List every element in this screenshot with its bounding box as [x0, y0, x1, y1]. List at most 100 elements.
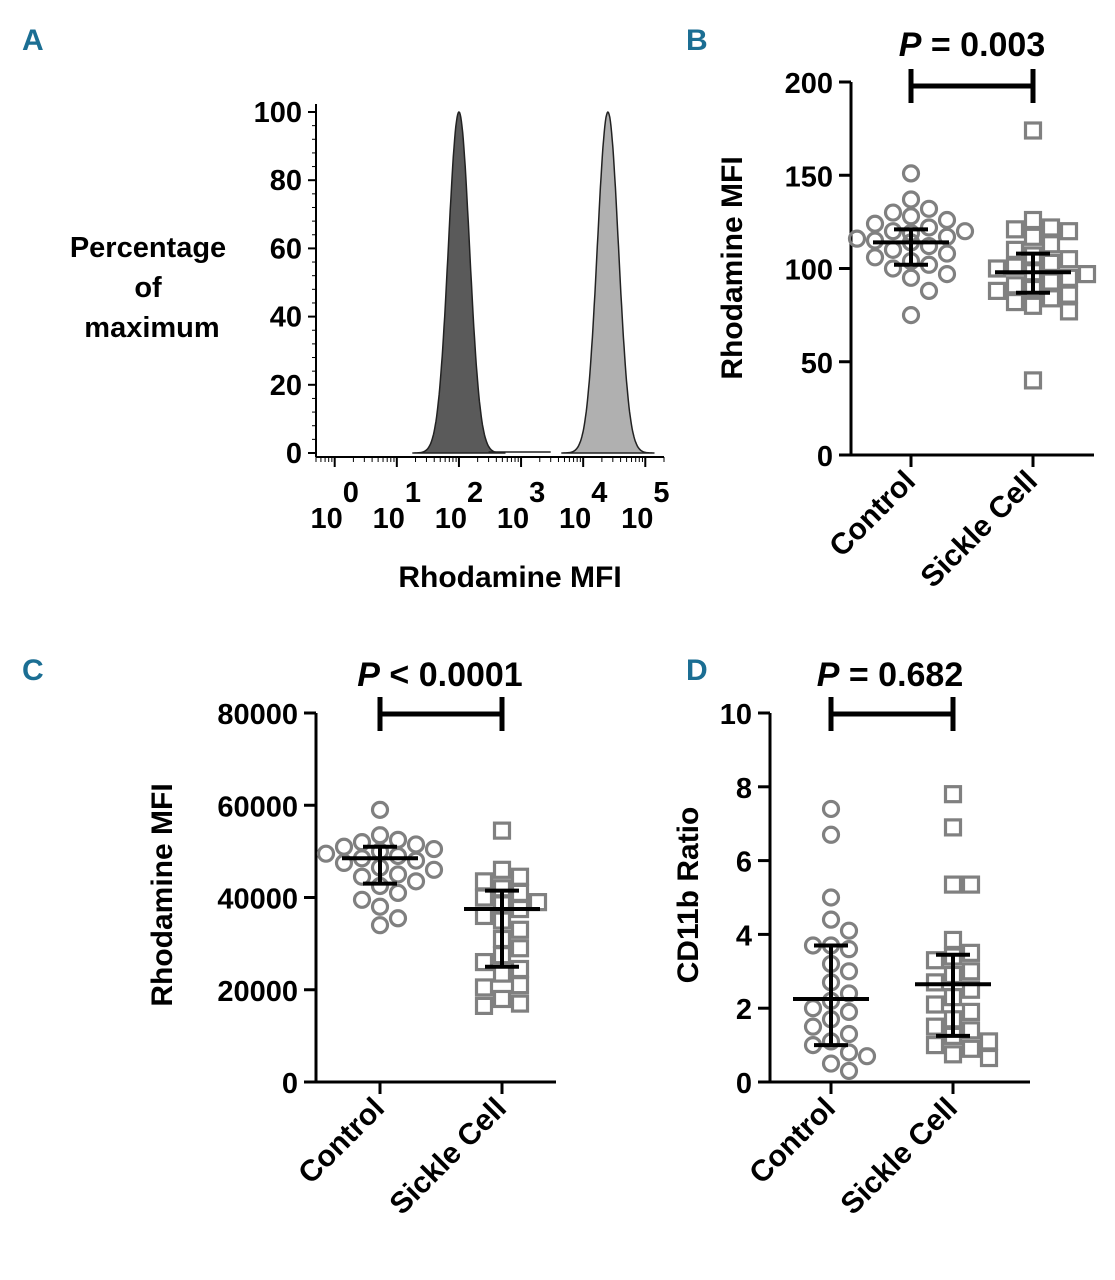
data-point-sickle-cell — [1023, 296, 1043, 315]
data-point-control — [883, 203, 903, 222]
data-point-control — [955, 222, 975, 241]
x-tick-label: Sickle Cell — [914, 465, 1043, 594]
x-tick-label: Control — [292, 1092, 391, 1191]
data-point-sickle-cell — [492, 821, 512, 840]
data-point-sickle-cell — [1023, 371, 1043, 390]
data-point-sickle-cell — [1005, 276, 1025, 295]
data-point-control — [388, 883, 408, 902]
data-point-control — [919, 199, 939, 218]
data-point-control — [334, 853, 354, 873]
data-point-control — [839, 1024, 859, 1044]
x-axis-label: Rhodamine MFI — [398, 561, 621, 594]
data-point-control — [370, 916, 390, 935]
y-tick-label: 20000 — [217, 976, 298, 1008]
data-point-sickle-cell — [979, 1032, 999, 1051]
data-point-sickle-cell — [1041, 289, 1061, 308]
data-point-sickle-cell — [961, 1039, 981, 1058]
data-point-control — [839, 1043, 859, 1062]
x-tick-label: Sickle Cell — [383, 1092, 512, 1221]
data-point-control — [937, 244, 957, 263]
y-tick-label: 20 — [270, 370, 302, 402]
data-point-sickle-cell — [961, 1002, 981, 1021]
data-point-control — [406, 835, 426, 854]
y-tick-label: 2 — [736, 994, 752, 1026]
y-tick-label: 10 — [720, 699, 752, 731]
data-point-sickle-cell — [1023, 121, 1043, 140]
data-point-control — [901, 164, 921, 183]
data-point-control — [352, 867, 372, 886]
data-point-control — [865, 248, 885, 267]
data-point-sickle-cell — [1023, 227, 1043, 246]
y-tick-label: 80000 — [217, 699, 298, 731]
data-point-control — [821, 825, 841, 844]
data-point-sickle-cell — [510, 883, 530, 902]
data-point-control — [919, 281, 939, 300]
y-axis-label: Rhodamine MFI — [146, 783, 179, 1006]
data-point-sickle-cell — [492, 860, 512, 879]
data-point-control — [388, 846, 408, 866]
data-point-control — [821, 888, 841, 907]
data-point-sickle-cell — [1059, 285, 1079, 304]
data-point-sickle-cell — [1077, 264, 1097, 284]
x-tick-label: Sickle Cell — [834, 1092, 963, 1221]
data-point-sickle-cell — [925, 995, 945, 1014]
panel-label-c: C — [22, 654, 44, 687]
data-point-control — [803, 1017, 823, 1036]
data-point-control — [839, 1002, 859, 1021]
y-tick-label: 6 — [736, 847, 752, 879]
data-point-control — [919, 237, 939, 256]
y-tick-label: 80 — [270, 165, 302, 197]
y-tick-label: 0 — [286, 438, 302, 470]
data-point-sickle-cell — [1005, 220, 1025, 239]
data-point-sickle-cell — [510, 976, 530, 995]
data-point-control — [424, 860, 444, 879]
y-tick-label: 0 — [817, 441, 833, 473]
x-tick-label: 100 — [310, 477, 358, 535]
panel-c-scatter: Rhodamine MFI P < 0.0001 0 20000 40000 6000… — [146, 656, 556, 1221]
histogram-light — [561, 110, 655, 454]
p-value-label: P = 0.682 — [817, 656, 964, 694]
data-point-sickle-cell — [1041, 235, 1061, 254]
data-point-control — [803, 999, 823, 1018]
data-point-control — [937, 210, 957, 230]
y-tick-label: 60000 — [217, 791, 298, 823]
data-point-control — [883, 240, 903, 259]
data-point-sickle-cell — [1041, 272, 1061, 291]
data-point-sickle-cell — [961, 1021, 981, 1040]
data-point-sickle-cell — [1059, 222, 1079, 241]
p-value-label: P = 0.003 — [899, 26, 1046, 64]
data-point-control — [937, 264, 957, 284]
panel-a-histogram: 0 20 40 60 80 100 100 101 102 103 104 105 Percentag… — [70, 97, 670, 594]
data-point-control — [370, 897, 390, 916]
data-point-control — [847, 229, 867, 248]
data-point-sickle-cell — [961, 875, 981, 894]
data-point-sickle-cell — [510, 920, 530, 939]
data-point-control — [352, 890, 372, 909]
x-tick-label: 105 — [621, 477, 669, 535]
data-point-sickle-cell — [510, 867, 530, 886]
data-point-control — [901, 207, 921, 226]
data-point-sickle-cell — [943, 1045, 963, 1064]
data-point-control — [901, 306, 921, 325]
data-point-sickle-cell — [1023, 210, 1043, 230]
data-point-control — [839, 962, 859, 981]
panel-label-b: B — [686, 24, 708, 57]
data-point-control — [821, 799, 841, 819]
data-point-sickle-cell — [474, 996, 494, 1015]
data-point-control — [821, 910, 841, 929]
panel-b-scatter: Rhodamine MFI P = 0.003 0 50 100 150 200 Cont… — [716, 26, 1097, 594]
x-tick-label: 104 — [559, 477, 607, 535]
data-point-control — [424, 839, 444, 859]
data-point-sickle-cell — [987, 281, 1007, 300]
data-point-control — [883, 259, 903, 278]
histogram-layer — [412, 110, 655, 454]
histogram-axes: 0 20 40 60 80 100 100 101 102 103 104 105 — [254, 97, 670, 535]
data-point-sickle-cell — [492, 989, 512, 1009]
data-point-sickle-cell — [474, 872, 494, 891]
data-point-control — [388, 909, 408, 928]
data-point-sickle-cell — [1041, 218, 1061, 237]
data-point-control — [839, 1061, 859, 1081]
data-point-sickle-cell — [961, 962, 981, 981]
y-axis-label-line-1: Percentage — [70, 232, 226, 264]
data-point-sickle-cell — [943, 785, 963, 804]
